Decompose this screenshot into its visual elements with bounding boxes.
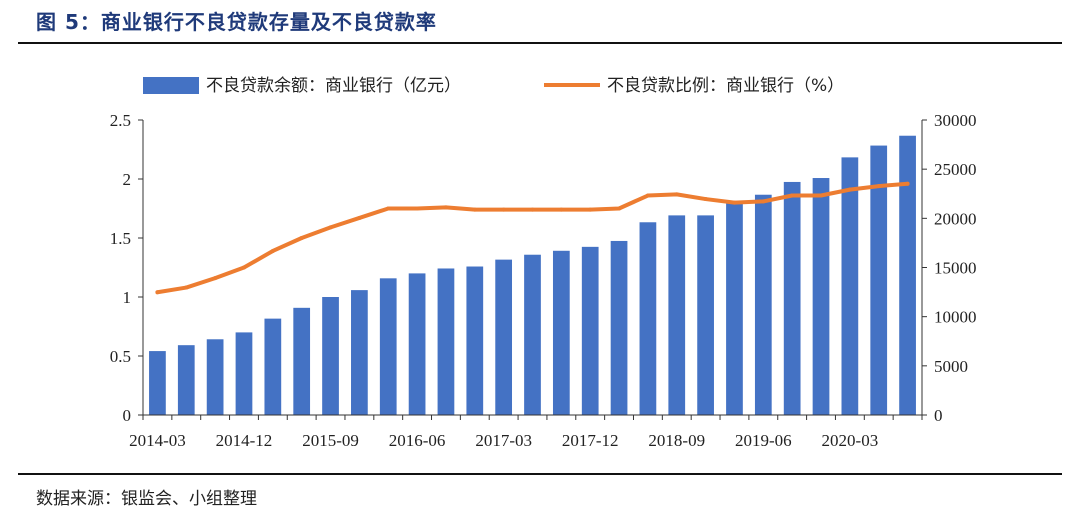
line-point-2016-06 <box>415 206 420 211</box>
chart-legend: 不良贷款余额：商业银行（亿元） 不良贷款比例：商业银行（%） <box>143 76 844 96</box>
line-point-2016-03 <box>386 206 391 211</box>
line-point-2018-12 <box>703 197 708 202</box>
bar-2014-03 <box>149 351 166 415</box>
right-tick-label: 0 <box>934 406 943 425</box>
right-tick-label: 20000 <box>934 209 977 228</box>
x-tick-label: 2016-06 <box>389 431 446 450</box>
bar-2018-03 <box>610 240 628 415</box>
right-tick-label: 5000 <box>934 357 968 376</box>
source-note: 数据来源：银监会、小组整理 <box>36 489 257 509</box>
line-point-2015-09 <box>328 225 333 230</box>
line-point-2014-03 <box>155 290 160 295</box>
x-tick-label: 2017-03 <box>475 431 532 450</box>
line-point-2018-06 <box>645 193 650 198</box>
legend-bar-swatch <box>143 77 199 94</box>
bar-2018-06 <box>639 222 657 415</box>
line-point-2014-12 <box>241 265 246 270</box>
line-point-2015-12 <box>357 215 362 220</box>
bar-2016-09 <box>437 268 455 415</box>
x-tick-label: 2018-09 <box>648 431 705 450</box>
right-tick-label: 10000 <box>934 308 977 327</box>
bar-2017-03 <box>495 259 513 415</box>
bar-2019-06 <box>754 194 772 415</box>
line-point-2019-03 <box>732 200 737 205</box>
x-tick-label: 2019-06 <box>735 431 792 450</box>
right-tick-label: 15000 <box>934 259 977 278</box>
bar-2014-09 <box>206 339 224 415</box>
line-point-2017-03 <box>501 207 506 212</box>
line-point-2018-09 <box>674 192 679 197</box>
right-tick-label: 30000 <box>934 111 977 130</box>
x-tick-label: 2014-03 <box>129 431 186 450</box>
line-point-2019-09 <box>790 193 795 198</box>
line-series <box>155 181 910 295</box>
left-tick-label: 1 <box>123 288 132 307</box>
chart-axes: 0 0.5 1 1.5 2 2.5 0 5000 10000 15000 20000 25000 300… <box>110 111 977 450</box>
line-point-2014-09 <box>213 276 218 281</box>
bar-series <box>149 135 916 416</box>
left-tick-label: 0 <box>123 406 132 425</box>
bar-2019-12 <box>812 178 830 415</box>
left-tick-label: 1.5 <box>110 229 131 248</box>
combo-chart: 不良贷款余额：商业银行（亿元） 不良贷款比例：商业银行（%） 0 0.5 1 1.5 2 2… <box>110 76 977 450</box>
line-point-2017-09 <box>559 207 564 212</box>
legend-bar-label: 不良贷款余额：商业银行（亿元） <box>206 76 461 96</box>
x-tick-label: 2020-03 <box>822 431 879 450</box>
bar-2016-03 <box>379 278 397 415</box>
line-point-2016-12 <box>472 207 477 212</box>
bar-2016-12 <box>466 266 484 415</box>
line-point-2018-03 <box>617 206 622 211</box>
bar-2018-12 <box>697 215 714 415</box>
bar-2020-06 <box>870 145 888 415</box>
bar-2015-03 <box>264 318 282 415</box>
x-tick-label: 2015-09 <box>302 431 359 450</box>
bar-2017-09 <box>552 250 570 415</box>
bar-2016-06 <box>408 273 426 415</box>
line-point-2019-12 <box>819 193 824 198</box>
line-point-2020-03 <box>847 187 852 192</box>
bar-2019-03 <box>726 202 743 415</box>
line-point-2016-09 <box>443 205 448 210</box>
bar-2018-09 <box>668 215 686 415</box>
bar-2017-12 <box>581 246 599 415</box>
bar-2019-09 <box>783 181 801 415</box>
bar-2014-12 <box>235 332 253 415</box>
line-point-2020-09 <box>905 181 910 186</box>
bar-2020-09 <box>899 135 916 416</box>
x-tick-label: 2017-12 <box>562 431 619 450</box>
bar-2015-09 <box>322 297 339 415</box>
top-rule <box>18 42 1062 44</box>
left-tick-label: 2.5 <box>110 111 131 130</box>
legend-line-label: 不良贷款比例：商业银行（%） <box>607 76 844 96</box>
line-point-2019-06 <box>761 199 766 204</box>
left-tick-label: 2 <box>123 170 132 189</box>
x-tick-label: 2014-12 <box>216 431 273 450</box>
line-point-2015-06 <box>299 236 304 240</box>
bottom-rule <box>18 473 1062 475</box>
right-tick-label: 25000 <box>934 160 977 179</box>
bar-2015-12 <box>351 290 368 415</box>
bar-2015-06 <box>293 307 311 415</box>
bar-2014-06 <box>177 345 195 415</box>
line-point-2015-03 <box>270 248 275 253</box>
bar-2020-03 <box>841 157 859 415</box>
line-point-2014-06 <box>184 285 189 290</box>
figure-title: 图 5：商业银行不良贷款存量及不良贷款率 <box>36 10 437 34</box>
bar-2017-06 <box>524 254 541 415</box>
line-point-2017-06 <box>530 207 535 212</box>
line-point-2017-12 <box>588 207 593 212</box>
line-point-2020-06 <box>876 184 881 189</box>
left-tick-label: 0.5 <box>110 347 131 366</box>
